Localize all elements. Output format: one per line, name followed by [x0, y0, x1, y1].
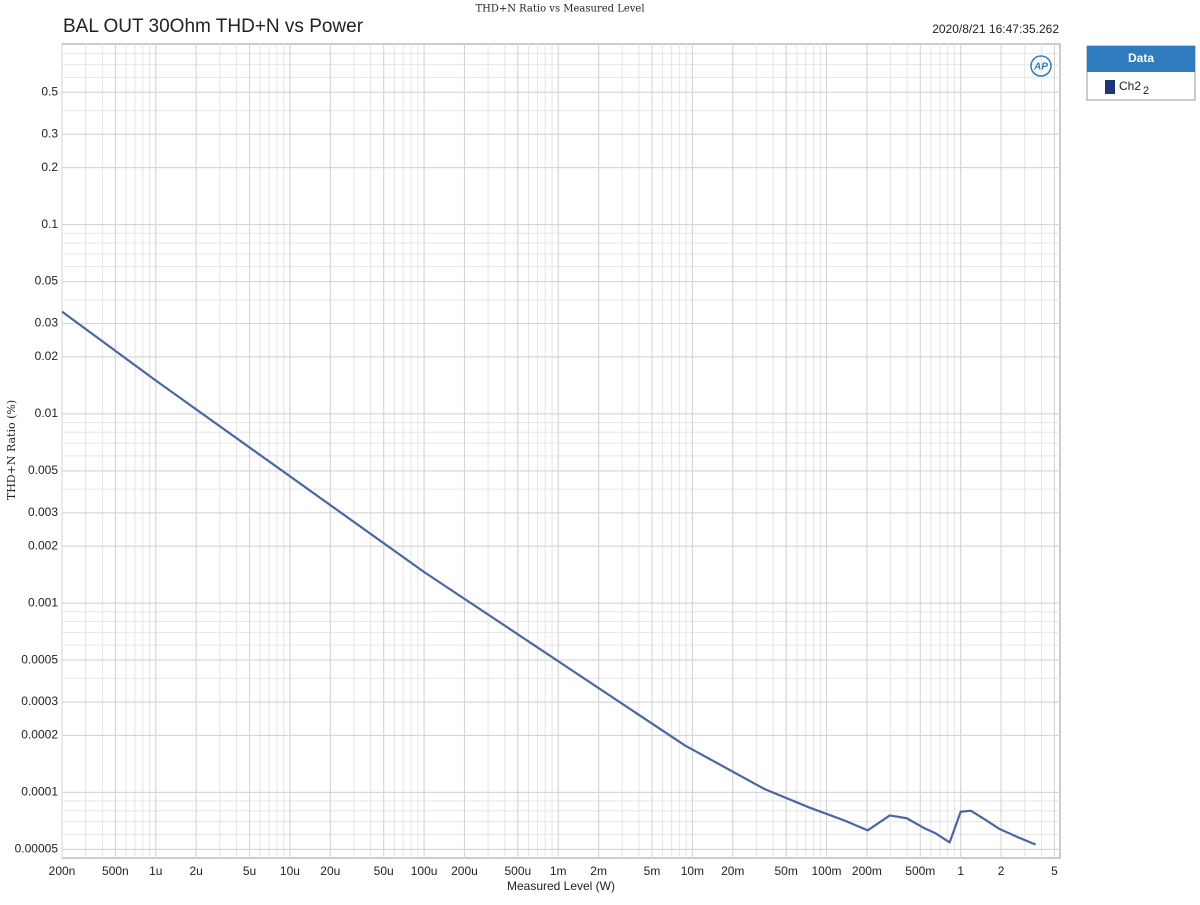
x-tick-label: 20u — [320, 864, 340, 878]
legend-header — [1087, 46, 1195, 72]
x-tick-label: 2m — [590, 864, 607, 878]
y-tick-label: 0.3 — [41, 126, 58, 140]
y-axis-label: THD+N Ratio (%) — [5, 400, 18, 500]
y-tick-label: 0.2 — [41, 160, 58, 174]
super-title: THD+N Ratio vs Measured Level — [475, 4, 644, 15]
x-tick-label: 2u — [189, 864, 202, 878]
x-tick-label: 20m — [721, 864, 744, 878]
data-line — [61, 310, 1037, 846]
y-tick-label: 0.0002 — [21, 728, 58, 742]
y-tick-label: 0.01 — [35, 406, 59, 420]
x-tick-label: 1u — [149, 864, 162, 878]
legend-label: Ch2 — [1119, 79, 1141, 93]
x-tick-label: 100m — [812, 864, 842, 878]
y-tick-label: 0.003 — [28, 505, 58, 519]
y-tick-label: 0.002 — [28, 538, 58, 552]
x-tick-label: 50u — [374, 864, 394, 878]
y-tick-label: 0.02 — [35, 349, 59, 363]
x-tick-label: 1 — [957, 864, 964, 878]
y-tick-label: 0.03 — [35, 316, 59, 330]
x-tick-label: 100u — [411, 864, 438, 878]
x-tick-label: 2 — [998, 864, 1005, 878]
timestamp: 2020/8/21 16:47:35.262 — [932, 22, 1059, 36]
x-tick-label: 5m — [644, 864, 661, 878]
y-tick-label: 0.0001 — [21, 785, 58, 799]
y-tick-label: 0.00005 — [15, 842, 59, 856]
y-tick-label: 0.0003 — [21, 694, 58, 708]
y-tick-label: 0.001 — [28, 595, 58, 609]
x-tick-label: 200n — [49, 864, 76, 878]
x-tick-label: 500n — [102, 864, 129, 878]
x-tick-label: 5u — [243, 864, 256, 878]
x-tick-label: 50m — [774, 864, 797, 878]
x-tick-label: 10m — [681, 864, 704, 878]
legend-title: Data — [1128, 51, 1154, 65]
x-tick-label: 500u — [504, 864, 531, 878]
x-axis-label: Measured Level (W) — [507, 879, 615, 893]
plot-area — [61, 43, 1061, 859]
legend-note: 2 — [1143, 85, 1149, 97]
x-tick-label: 500m — [905, 864, 935, 878]
y-tick-label: 0.0005 — [21, 652, 58, 666]
x-tick-label: 1m — [550, 864, 567, 878]
x-tick-label: 10u — [280, 864, 300, 878]
logo-ring — [1030, 55, 1052, 77]
y-tick-label: 0.1 — [41, 217, 58, 231]
x-tick-label: 200u — [451, 864, 478, 878]
y-tick-label: 0.005 — [28, 463, 58, 477]
chart-title: BAL OUT 30Ohm THD+N vs Power — [63, 16, 364, 37]
logo: AP — [1033, 62, 1048, 73]
y-tick-label: 0.5 — [41, 84, 58, 98]
x-tick-label: 5 — [1051, 864, 1058, 878]
y-tick-label: 0.05 — [35, 274, 59, 288]
x-tick-label: 200m — [852, 864, 882, 878]
legend-swatch — [1105, 80, 1115, 94]
